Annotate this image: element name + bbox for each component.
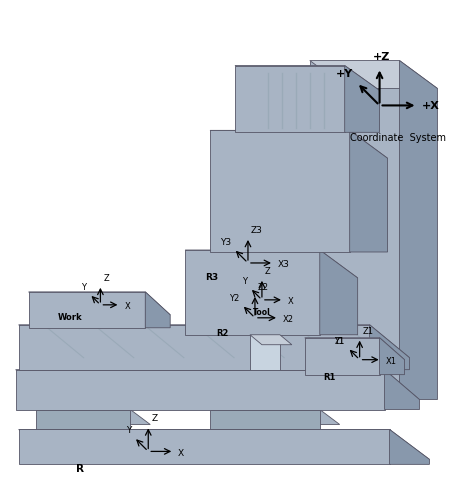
Polygon shape: [18, 430, 429, 460]
Text: Y: Y: [82, 283, 86, 292]
Text: Y: Y: [242, 277, 247, 286]
Polygon shape: [210, 130, 350, 252]
Polygon shape: [305, 338, 380, 375]
Text: Z: Z: [265, 267, 271, 276]
Polygon shape: [345, 65, 380, 132]
Polygon shape: [18, 430, 390, 465]
Polygon shape: [320, 250, 358, 335]
Polygon shape: [145, 292, 170, 328]
Text: Tool: Tool: [253, 308, 271, 317]
Text: Z3: Z3: [251, 226, 263, 235]
Text: R2: R2: [216, 329, 228, 338]
Polygon shape: [390, 430, 429, 465]
Text: Y3: Y3: [219, 238, 231, 247]
Text: Z: Z: [103, 274, 109, 283]
Text: R1: R1: [324, 373, 336, 382]
Polygon shape: [36, 410, 150, 425]
Polygon shape: [235, 65, 380, 90]
Polygon shape: [250, 335, 280, 370]
Text: R3: R3: [206, 273, 219, 282]
Polygon shape: [235, 65, 345, 132]
Text: +Z: +Z: [373, 51, 390, 61]
Text: Z2: Z2: [258, 283, 269, 292]
Polygon shape: [250, 335, 292, 345]
Text: Z1: Z1: [363, 327, 374, 336]
Polygon shape: [28, 292, 145, 328]
Text: R: R: [76, 465, 84, 475]
Text: Z: Z: [151, 415, 157, 424]
Text: Y2: Y2: [228, 293, 239, 303]
Polygon shape: [16, 370, 419, 400]
Polygon shape: [185, 250, 358, 278]
Polygon shape: [16, 370, 384, 410]
Text: X: X: [124, 302, 130, 311]
Text: X2: X2: [283, 315, 294, 324]
Polygon shape: [400, 60, 438, 400]
Text: X1: X1: [385, 357, 397, 366]
Text: X: X: [178, 449, 184, 458]
Polygon shape: [36, 410, 130, 430]
Polygon shape: [370, 325, 410, 370]
Polygon shape: [310, 60, 400, 400]
Text: Work: Work: [58, 313, 83, 322]
Polygon shape: [18, 325, 410, 358]
Polygon shape: [185, 250, 320, 335]
Polygon shape: [18, 325, 370, 370]
Polygon shape: [350, 130, 388, 252]
Text: X: X: [288, 297, 293, 306]
Polygon shape: [310, 60, 438, 88]
Polygon shape: [28, 292, 170, 315]
Polygon shape: [305, 338, 404, 360]
Text: Y: Y: [126, 426, 131, 435]
Text: Coordinate  System: Coordinate System: [349, 133, 446, 143]
Text: +Y: +Y: [336, 69, 353, 79]
Polygon shape: [210, 410, 320, 430]
Polygon shape: [210, 130, 388, 158]
Polygon shape: [380, 338, 404, 375]
Text: Z1: Z1: [335, 337, 345, 346]
Text: X3: X3: [278, 260, 290, 269]
Text: +X: +X: [421, 101, 439, 111]
Polygon shape: [210, 410, 340, 425]
Text: Y1: Y1: [334, 337, 345, 346]
Polygon shape: [384, 370, 419, 410]
